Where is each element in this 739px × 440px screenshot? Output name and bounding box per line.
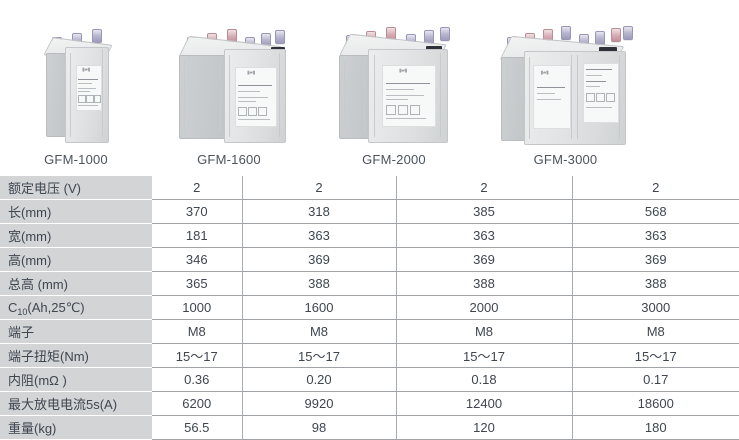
spec-cell: 318 bbox=[241, 199, 396, 224]
spec-cell: 369 bbox=[241, 247, 396, 272]
spec-cell: 346 bbox=[152, 247, 242, 272]
table-row: 内阻(mΩ ) 0.36 0.20 0.18 0.17 bbox=[0, 367, 739, 392]
product-model-label-0: GFM-1000 bbox=[44, 152, 108, 167]
spec-cell: 369 bbox=[395, 247, 572, 272]
spec-cell: 2 bbox=[241, 175, 396, 200]
spec-cell: 370 bbox=[152, 199, 242, 224]
spec-cell: 9920 bbox=[241, 391, 396, 416]
battery-label-3a bbox=[532, 65, 571, 129]
spec-cell: 388 bbox=[571, 271, 739, 296]
spec-cell: 181 bbox=[152, 223, 242, 248]
spec-cell: 388 bbox=[241, 271, 396, 296]
spec-cell: M8 bbox=[571, 319, 739, 344]
spec-cell: 180 bbox=[571, 415, 739, 440]
table-row: 端子 M8 M8 M8 M8 bbox=[0, 319, 739, 344]
spec-cell: 6200 bbox=[152, 391, 242, 416]
spec-row-label: 端子 bbox=[0, 319, 152, 344]
spec-cell: 1600 bbox=[241, 295, 396, 320]
spec-cell: 385 bbox=[395, 199, 572, 224]
spec-cell: 363 bbox=[571, 223, 739, 248]
spec-cell: 568 bbox=[571, 199, 739, 224]
spec-row-label: 高(mm) bbox=[0, 247, 152, 272]
spec-cell: 15～17 bbox=[152, 343, 242, 368]
product-photo-3: ▮▰▮ bbox=[482, 15, 649, 145]
spec-cell: M8 bbox=[152, 319, 242, 344]
spec-row-label: 长(mm) bbox=[0, 199, 152, 224]
spec-cell: 2000 bbox=[395, 295, 572, 320]
product-card-0[interactable]: ▮▰▮ GFM-1000 bbox=[0, 0, 152, 175]
spec-row-label: 宽(mm) bbox=[0, 223, 152, 248]
product-model-label-1: GFM-1600 bbox=[197, 152, 261, 167]
spec-cell: 2 bbox=[571, 175, 739, 200]
spec-row-label: 总高 (mm) bbox=[0, 271, 152, 296]
table-row: 额定电压 (V) 2 2 2 2 bbox=[0, 175, 739, 200]
battery-render-1: ▮▰▮ bbox=[171, 23, 287, 145]
spec-cell: 3000 bbox=[571, 295, 739, 320]
specification-table: 额定电压 (V) 2 2 2 2 长(mm) 370 318 385 568 宽(mm) 181 363… bbox=[0, 175, 739, 440]
spec-row-label: 重量(kg) bbox=[0, 415, 152, 440]
spec-cell: 388 bbox=[395, 271, 572, 296]
spec-cell: 18600 bbox=[571, 391, 739, 416]
product-gallery: ▮▰▮ GFM-1000 bbox=[0, 0, 739, 175]
spec-cell: 0.17 bbox=[571, 367, 739, 392]
spec-row-label: C10(Ah,25℃) bbox=[0, 295, 152, 320]
product-photo-0: ▮▰▮ bbox=[0, 15, 152, 145]
spec-cell: 0.18 bbox=[395, 367, 572, 392]
spec-cell: 2 bbox=[152, 175, 242, 200]
table-row: C10(Ah,25℃) 1000 1600 2000 3000 bbox=[0, 295, 739, 320]
spec-cell: 0.36 bbox=[152, 367, 242, 392]
spec-row-label: 额定电压 (V) bbox=[0, 175, 152, 200]
spec-cell: M8 bbox=[395, 319, 572, 344]
spec-cell: 15～17 bbox=[395, 343, 572, 368]
spec-cell: M8 bbox=[241, 319, 396, 344]
table-row: 宽(mm) 181 363 363 363 bbox=[0, 223, 739, 248]
battery-render-0: ▮▰▮ bbox=[30, 27, 122, 145]
product-photo-1: ▮▰▮ bbox=[152, 15, 306, 145]
table-row: 高(mm) 346 369 369 369 bbox=[0, 247, 739, 272]
product-card-1[interactable]: ▮▰▮ GFM-1600 bbox=[152, 0, 306, 175]
spec-cell: 15～17 bbox=[241, 343, 396, 368]
spec-cell: 56.5 bbox=[152, 415, 242, 440]
spec-cell: 0.20 bbox=[241, 367, 396, 392]
spec-cell: 363 bbox=[395, 223, 572, 248]
spec-cell: 12400 bbox=[395, 391, 572, 416]
product-model-label-3: GFM-3000 bbox=[533, 152, 598, 167]
spec-cell: 120 bbox=[395, 415, 572, 440]
product-card-3[interactable]: ▮▰▮ GFM-3000 bbox=[482, 0, 649, 175]
product-model-label-2: GFM-2000 bbox=[362, 152, 426, 167]
battery-render-3: ▮▰▮ bbox=[499, 21, 633, 145]
spec-row-label: 最大放电电流5s(A) bbox=[0, 391, 152, 416]
product-card-2[interactable]: ▮▰▮ GFM-2000 bbox=[306, 0, 482, 175]
spec-cell: 15～17 bbox=[571, 343, 739, 368]
spec-cell: 363 bbox=[241, 223, 396, 248]
spec-cell: 98 bbox=[241, 415, 396, 440]
spec-row-label: 内阻(mΩ ) bbox=[0, 367, 152, 392]
table-row: 长(mm) 370 318 385 568 bbox=[0, 199, 739, 224]
spec-cell: 369 bbox=[571, 247, 739, 272]
spec-cell: 365 bbox=[152, 271, 242, 296]
product-photo-2: ▮▰▮ bbox=[306, 15, 482, 145]
spec-cell: 1000 bbox=[152, 295, 242, 320]
table-row: 重量(kg) 56.5 98 120 180 bbox=[0, 415, 739, 440]
table-row: 总高 (mm) 365 388 388 388 bbox=[0, 271, 739, 296]
spec-row-label: 端子扭矩(Nm) bbox=[0, 343, 152, 368]
table-row: 端子扭矩(Nm) 15～17 15～17 15～17 15～17 bbox=[0, 343, 739, 368]
table-row: 最大放电电流5s(A) 6200 9920 12400 18600 bbox=[0, 391, 739, 416]
spec-cell: 2 bbox=[395, 175, 572, 200]
battery-label-2 bbox=[382, 65, 436, 127]
battery-render-2: ▮▰▮ bbox=[334, 21, 454, 145]
